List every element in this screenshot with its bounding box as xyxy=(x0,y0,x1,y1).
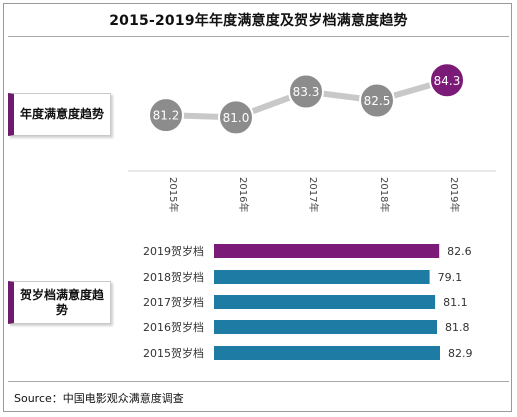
bar-category-label: 2016贺岁档 xyxy=(143,320,204,334)
source-note: Source：中国电影观众满意度调查 xyxy=(14,392,184,405)
line-marker xyxy=(288,73,324,110)
line-marker xyxy=(359,82,395,119)
x-tick-label: 2019年 xyxy=(448,177,461,212)
line-data-label: 82.5 xyxy=(364,94,391,108)
bar-value-label: 82.9 xyxy=(448,347,473,360)
bar-category-label: 2018贺岁档 xyxy=(143,270,204,284)
title-divider xyxy=(8,36,509,37)
bar xyxy=(214,270,430,284)
bar-value-label: 81.8 xyxy=(445,321,470,334)
bar xyxy=(214,244,440,258)
bar-category-label: 2017贺岁档 xyxy=(143,295,204,309)
x-tick-label: 2016年 xyxy=(237,177,250,212)
bar xyxy=(214,346,440,360)
chart-title: 2015-2019年年度满意度及贺岁档满意度趋势 xyxy=(109,13,408,29)
bar-category-label: 2019贺岁档 xyxy=(143,244,204,258)
line-data-label: 84.3 xyxy=(434,74,461,88)
line-section-label: 年度满意度趋势 xyxy=(8,93,111,136)
x-tick-label: 2015年 xyxy=(167,177,180,212)
bar xyxy=(214,295,436,309)
chart-frame xyxy=(3,3,512,412)
bar-value-label: 81.1 xyxy=(443,296,468,309)
line-data-label: 83.3 xyxy=(293,85,320,99)
source-divider xyxy=(8,381,509,382)
line-data-label: 81.0 xyxy=(223,111,250,125)
line-marker xyxy=(218,99,254,136)
bar-section-label: 贺岁档满意度趋势 xyxy=(8,281,111,324)
line-marker xyxy=(429,62,465,99)
bar-value-label: 82.6 xyxy=(447,245,472,258)
bar xyxy=(214,320,437,334)
line-marker xyxy=(148,97,184,134)
bar-value-label: 79.1 xyxy=(438,271,463,284)
x-tick-label: 2018年 xyxy=(378,177,391,212)
bar-category-label: 2015贺岁档 xyxy=(143,346,204,360)
x-tick-label: 2017年 xyxy=(307,177,320,212)
line-data-label: 81.2 xyxy=(153,109,180,123)
